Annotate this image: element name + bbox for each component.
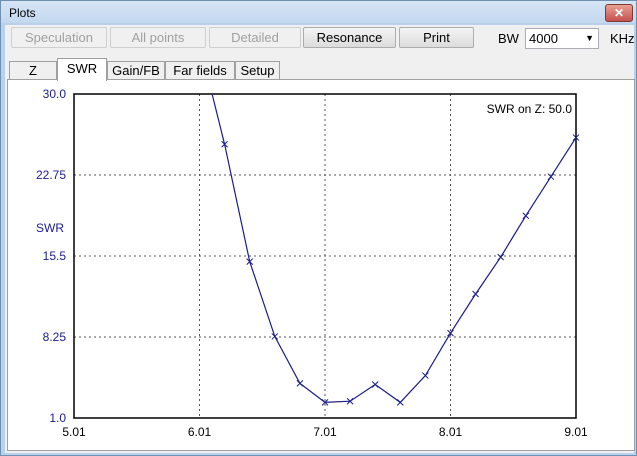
tab-setup[interactable]: Setup xyxy=(235,61,280,80)
data-point-marker xyxy=(472,290,479,298)
y-tick-label: 15.5 xyxy=(43,249,67,263)
data-point-marker xyxy=(246,258,254,265)
print-button[interactable]: Print xyxy=(399,27,474,48)
close-button[interactable]: ✕ xyxy=(605,4,633,22)
y-axis-label: SWR xyxy=(36,221,64,235)
tab-far-fields[interactable]: Far fields xyxy=(165,61,235,80)
data-point-marker xyxy=(422,372,429,379)
swr-annotation: SWR on Z: 50.0 xyxy=(487,102,573,116)
data-point-marker xyxy=(572,134,580,141)
y-tick-label: 22.75 xyxy=(36,168,66,182)
tab-z[interactable]: Z xyxy=(9,61,57,80)
window-title: Plots xyxy=(9,6,36,20)
x-tick-label: 6.01 xyxy=(188,425,212,439)
y-tick-label: 1.0 xyxy=(49,411,66,425)
x-tick-label: 7.01 xyxy=(313,425,337,439)
title-bar: Plots ✕ xyxy=(1,1,636,23)
chevron-down-icon[interactable]: ▼ xyxy=(585,33,594,43)
x-tick-label: 9.01 xyxy=(564,425,588,439)
swr-chart: 5.01 6.01 7.01 8.01 9.01 30.0 22.75 15.5 8.25 1.0… xyxy=(36,87,588,439)
data-point-marker xyxy=(447,329,454,337)
y-tick-label: 30.0 xyxy=(43,87,67,101)
data-point-marker xyxy=(321,399,329,406)
tab-gain-fb[interactable]: Gain/FB xyxy=(107,61,165,80)
bw-unit-label: KHz xyxy=(610,31,635,46)
x-tick-label: 5.01 xyxy=(62,425,86,439)
data-point-marker xyxy=(271,333,279,340)
tab-swr[interactable]: SWR xyxy=(57,58,107,81)
data-point-marker xyxy=(296,380,304,387)
swr-plot-panel: 5.01 6.01 7.01 8.01 9.01 30.0 22.75 15.5 8.25 1.0… xyxy=(7,79,635,451)
data-point-marker xyxy=(371,381,379,388)
detailed-button[interactable]: Detailed xyxy=(209,27,301,48)
data-point-marker xyxy=(522,212,530,220)
bw-label: BW xyxy=(498,31,519,46)
data-point-marker xyxy=(396,399,404,406)
x-tick-label: 8.01 xyxy=(439,425,463,439)
data-point-marker xyxy=(497,253,505,261)
bw-dropdown[interactable]: 4000 ▼ xyxy=(525,28,599,49)
y-tick-label: 8.25 xyxy=(43,330,67,344)
swr-series-line xyxy=(211,93,577,404)
data-point-marker xyxy=(346,397,354,405)
plot-frame xyxy=(73,93,577,419)
resonance-button[interactable]: Resonance xyxy=(303,27,396,48)
data-point-marker xyxy=(221,140,228,148)
speculation-button[interactable]: Speculation xyxy=(11,27,107,48)
bw-value: 4000 xyxy=(529,31,558,46)
client-area: Speculation All points Detailed Resonanc… xyxy=(5,25,635,453)
data-point-marker xyxy=(547,173,555,181)
all-points-button[interactable]: All points xyxy=(110,27,206,48)
